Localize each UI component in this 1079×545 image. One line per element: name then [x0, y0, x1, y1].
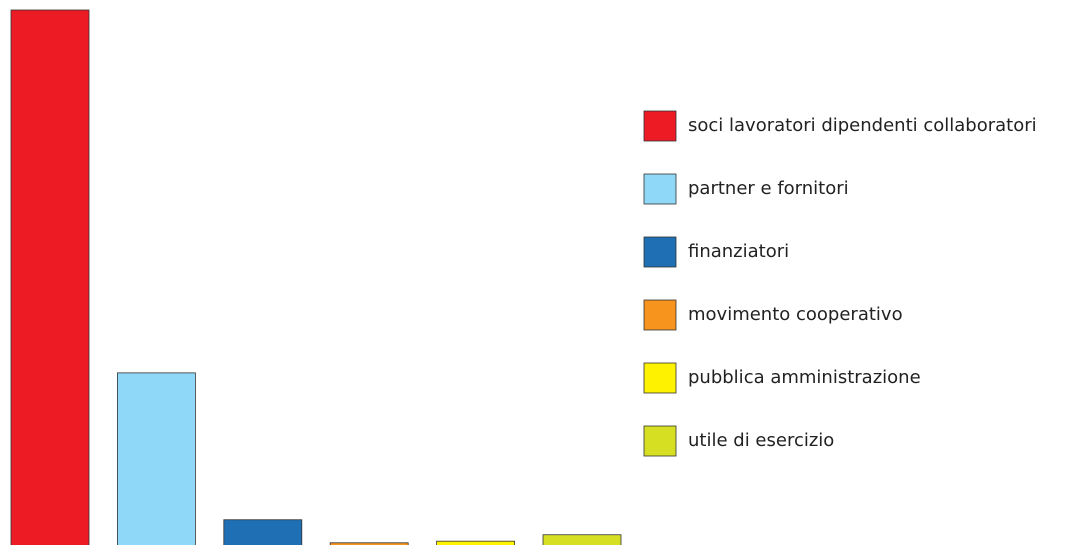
legend-label: partner e fornitori — [688, 178, 849, 199]
bar — [117, 372, 196, 545]
bar — [223, 519, 303, 545]
legend-label: finanziatori — [688, 241, 789, 262]
legend-swatch — [643, 425, 677, 457]
legend-swatch — [643, 173, 677, 205]
bar — [436, 540, 516, 545]
legend-swatch — [643, 299, 677, 331]
bar — [10, 9, 90, 545]
legend-swatch — [643, 362, 677, 394]
legend-label: utile di esercizio — [688, 430, 834, 451]
legend-label: pubblica amministrazione — [688, 367, 921, 388]
legend-swatch — [643, 236, 677, 268]
legend-label: soci lavoratori dipendenti collaboratori — [688, 115, 1037, 136]
bar — [329, 542, 409, 545]
bar — [542, 534, 622, 545]
legend-label: movimento cooperativo — [688, 304, 903, 325]
legend-swatch — [643, 110, 677, 142]
